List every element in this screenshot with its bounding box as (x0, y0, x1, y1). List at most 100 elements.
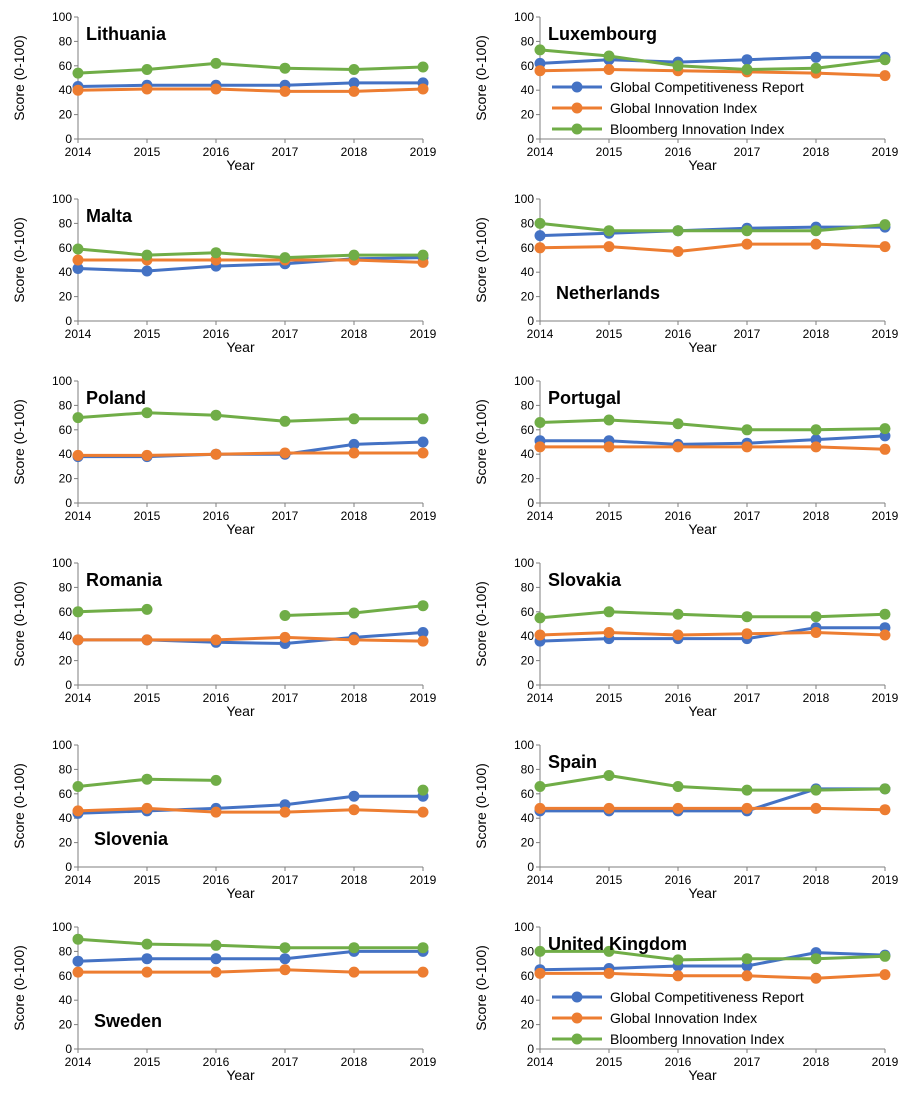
panel-spain: 0 20 40 60 80 100 2014 2015 2016 2017 2018 2019 Year… (473, 738, 899, 901)
panel-lithuania: 0 20 40 60 80 100 2014 2015 2016 2017 2018 2019 Year… (11, 10, 437, 173)
x-tick-label: 2017 (272, 327, 299, 341)
series-line-gii (76, 635, 425, 643)
data-point-bii (534, 612, 546, 624)
data-point-gii (603, 441, 615, 453)
y-tick-label: 20 (521, 1018, 535, 1032)
x-tick-label: 2019 (410, 327, 437, 341)
panel-title: Slovenia (94, 829, 169, 849)
y-tick-label: 0 (527, 860, 534, 874)
x-tick-label: 2016 (665, 1055, 692, 1069)
y-tick-label: 80 (59, 398, 73, 412)
x-tick-label: 2014 (65, 509, 92, 523)
data-point-bii (210, 57, 222, 69)
x-tick-label: 2014 (527, 145, 554, 159)
y-tick-label: 80 (521, 580, 535, 594)
x-tick-label: 2017 (272, 873, 299, 887)
y-tick-label: 100 (52, 10, 72, 24)
x-tick-label: 2015 (596, 1055, 623, 1069)
y-tick-label: 80 (59, 580, 73, 594)
y-axis-title: Score (0-100) (473, 945, 489, 1031)
x-tick-label: 2018 (341, 691, 368, 705)
data-point-bii (879, 423, 891, 435)
data-point-gii (348, 804, 360, 816)
data-point-gcr (348, 438, 360, 450)
y-tick-label: 40 (59, 993, 73, 1007)
data-point-gii (741, 802, 753, 814)
panel-title: Romania (86, 570, 163, 590)
x-tick-label: 2014 (527, 691, 554, 705)
data-point-bii (810, 784, 822, 796)
y-tick-label: 100 (52, 556, 72, 570)
x-axis-title: Year (688, 521, 717, 537)
data-point-bii (72, 606, 84, 618)
x-tick-label: 2016 (665, 145, 692, 159)
data-point-gii (348, 966, 360, 978)
data-point-bii (534, 781, 546, 792)
series-line-gcr (538, 434, 887, 446)
x-tick-label: 2016 (203, 1055, 230, 1069)
data-point-bii (741, 611, 753, 623)
data-point-bii (417, 600, 429, 612)
y-tick-label: 60 (59, 787, 73, 801)
data-point-gii (210, 83, 222, 95)
y-axis-title: Score (0-100) (11, 945, 27, 1031)
y-tick-label: 0 (527, 132, 534, 146)
x-tick-label: 2017 (272, 1055, 299, 1069)
data-point-gii (672, 441, 684, 453)
data-point-gcr (141, 265, 153, 277)
data-point-bii (348, 249, 360, 261)
data-point-gii (210, 966, 222, 978)
y-tick-label: 80 (59, 762, 73, 776)
series-line-gii (76, 451, 425, 457)
x-tick-label: 2015 (134, 691, 161, 705)
y-tick-label: 20 (59, 290, 73, 304)
series-line-gcr (538, 626, 887, 643)
y-tick-label: 20 (59, 108, 73, 122)
y-tick-label: 100 (52, 738, 72, 752)
panel-title: Slovakia (548, 570, 622, 590)
x-axis-title: Year (688, 885, 717, 901)
data-point-gii (534, 65, 546, 77)
y-tick-label: 40 (59, 265, 73, 279)
data-point-gii (210, 634, 222, 646)
y-axis-title: Score (0-100) (11, 399, 27, 485)
data-point-gcr (741, 54, 753, 66)
data-point-gii (417, 635, 429, 647)
data-point-gii (672, 629, 684, 641)
y-tick-label: 40 (521, 83, 535, 97)
data-point-bii (72, 412, 84, 424)
data-point-bii (210, 774, 222, 786)
y-axis-title: Score (0-100) (11, 581, 27, 667)
series-line-gii (76, 968, 425, 974)
y-tick-label: 40 (59, 447, 73, 461)
x-tick-label: 2016 (665, 691, 692, 705)
data-point-bii (348, 607, 360, 619)
data-point-bii (672, 418, 684, 430)
panel-portugal: 0 20 40 60 80 100 2014 2015 2016 2017 2018 2019 Year… (473, 374, 899, 537)
y-tick-label: 100 (514, 920, 534, 934)
data-point-gii (534, 441, 546, 453)
x-tick-label: 2017 (734, 1055, 761, 1069)
y-tick-label: 60 (521, 423, 535, 437)
data-point-gii (279, 85, 291, 97)
x-tick-label: 2015 (134, 145, 161, 159)
y-axis-title: Score (0-100) (11, 763, 27, 849)
data-point-gcr (534, 230, 546, 242)
y-tick-label: 40 (59, 629, 73, 643)
data-point-gii (603, 241, 615, 253)
x-tick-label: 2015 (134, 1055, 161, 1069)
data-point-gii (741, 441, 753, 453)
y-tick-label: 40 (59, 811, 73, 825)
y-tick-label: 0 (527, 1042, 534, 1056)
y-tick-label: 0 (527, 314, 534, 328)
data-point-gii (810, 802, 822, 814)
panel-title: Portugal (548, 388, 621, 408)
series-line-gii (76, 806, 425, 814)
x-axis-title: Year (688, 703, 717, 719)
data-point-bii (603, 945, 615, 957)
x-tick-label: 2018 (803, 509, 830, 523)
data-point-gii (879, 804, 891, 816)
y-tick-label: 100 (52, 374, 72, 388)
x-tick-label: 2017 (734, 509, 761, 523)
y-tick-label: 80 (59, 34, 73, 48)
